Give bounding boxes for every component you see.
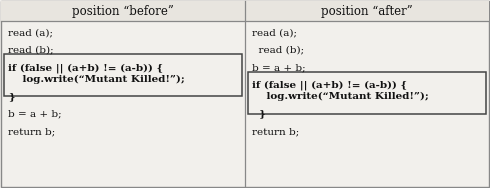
Bar [4,54,242,96]
Text: log.write(“Mutant Killed!”);: log.write(“Mutant Killed!”); [8,74,185,84]
Text: read (b);: read (b); [252,45,304,55]
Text: return b;: return b; [252,127,299,136]
Bar [245,1,489,21]
Bar [1,1,245,21]
Text: if (false || (a+b) != (a-b)) {: if (false || (a+b) != (a-b)) { [8,63,163,73]
Text: position “after”: position “after” [321,5,413,17]
Text: read (b);: read (b); [8,45,53,55]
Text: }: } [8,92,15,101]
Text: read (a);: read (a); [8,28,53,37]
Text: read (a);: read (a); [252,28,297,37]
Text: return b;: return b; [8,127,55,136]
Text: if (false || (a+b) != (a-b)) {: if (false || (a+b) != (a-b)) { [252,80,407,90]
Text: b = a + b;: b = a + b; [8,109,62,118]
Bar [248,71,486,114]
Text: b = a + b;: b = a + b; [252,63,306,72]
Text: position “before”: position “before” [72,5,174,17]
Text: }: } [252,109,266,118]
Text: log.write(“Mutant Killed!”);: log.write(“Mutant Killed!”); [252,92,429,101]
